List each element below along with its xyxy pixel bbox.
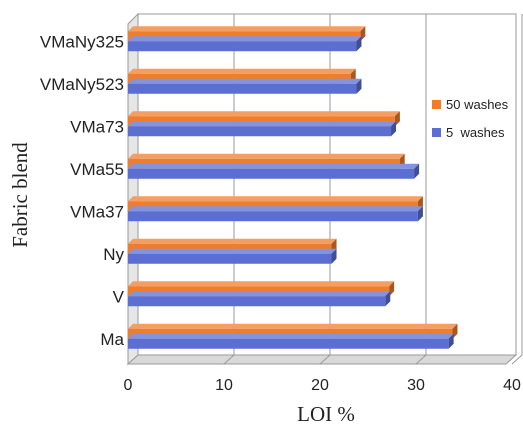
legend-swatch-50-washes [432, 100, 441, 109]
category-label-ny: Ny [103, 245, 124, 264]
bar-vma73-5-washes [128, 121, 397, 137]
grid-layer [126, 12, 523, 366]
labels-layer: 0 10 20 30 40 VMaNy325 VMaNy523 VMa73 VMa55 VMa37… [40, 32, 521, 394]
category-label-vma37: VMa37 [70, 202, 124, 221]
bar-vmany523-5-washes [128, 78, 362, 94]
category-label-vmany523: VMaNy523 [40, 75, 124, 94]
x-axis-title: LOI % [297, 402, 355, 426]
x-tick-label-0: 0 [124, 377, 133, 394]
bars-layer [128, 26, 458, 349]
y-axis-title: Fabric blend [8, 142, 32, 248]
legend-label-5-washes: 5 washes [446, 125, 505, 140]
floor-gridline-10 [223, 354, 235, 365]
bar-v-5-washes [128, 291, 391, 307]
category-label-ma: Ma [100, 330, 124, 349]
category-label-vmany325: VMaNy325 [40, 32, 124, 51]
bar-ma-5-washes [128, 333, 454, 349]
bar-vma55-5-washes [128, 163, 420, 179]
legend-swatch-5-washes [432, 128, 441, 137]
floor-gridline-30 [415, 354, 427, 365]
x-tick-label-10: 10 [215, 377, 233, 394]
bar-vma37-5-washes [128, 206, 423, 222]
side-wall [127, 12, 139, 366]
legend: 50 washes 5 washes [432, 97, 509, 140]
category-label-v: V [113, 287, 125, 306]
floor-gridline-40 [511, 354, 523, 365]
bar-ny-5-washes [128, 248, 337, 264]
category-label-vma73: VMa73 [70, 117, 124, 136]
legend-label-50-washes: 50 washes [446, 97, 509, 112]
floor-gridline-20 [319, 354, 331, 365]
x-tick-label-30: 30 [407, 377, 425, 394]
x-tick-label-20: 20 [311, 377, 329, 394]
bar-vmany325-5-washes [128, 36, 362, 52]
category-label-vma55: VMa55 [70, 160, 124, 179]
x-tick-label-40: 40 [503, 377, 521, 394]
